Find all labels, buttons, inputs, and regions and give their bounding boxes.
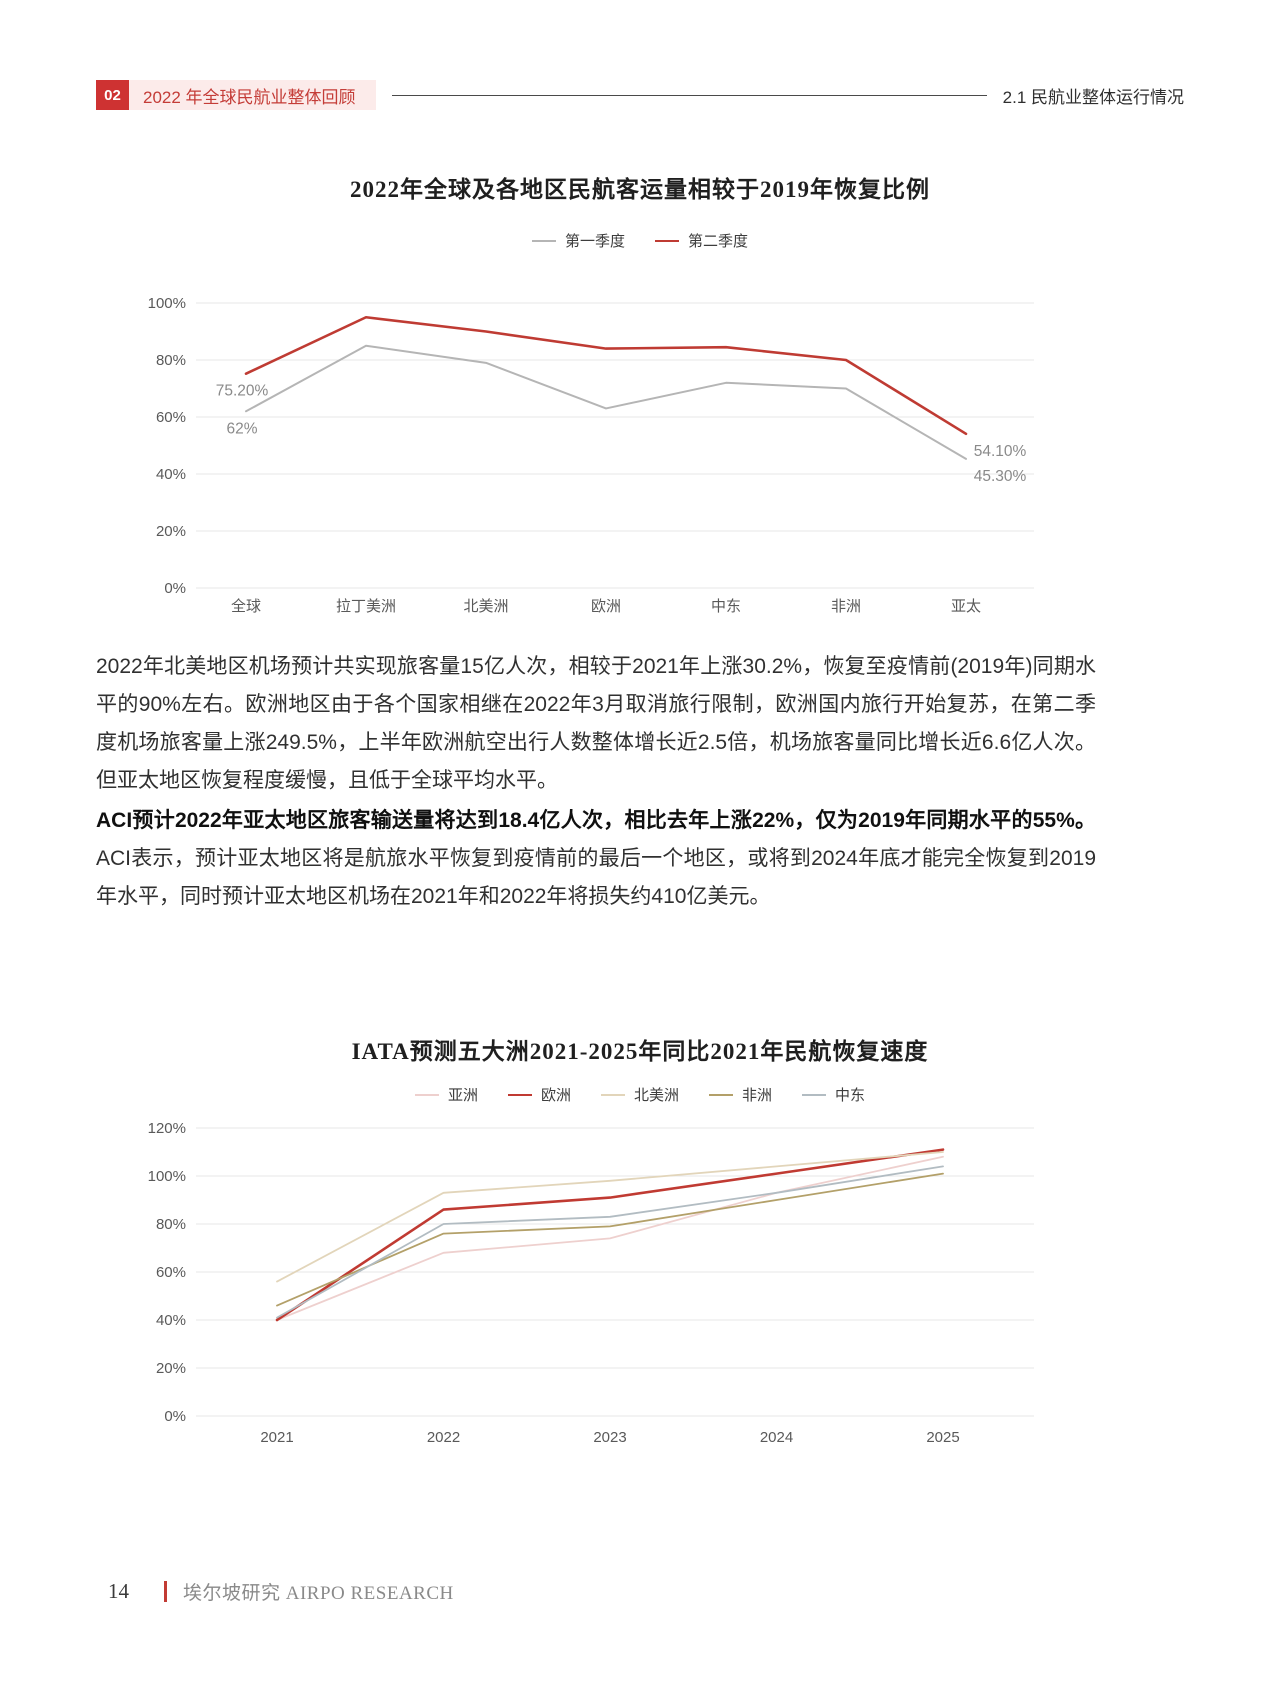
paragraph-1: 2022年北美地区机场预计共实现旅客量15亿人次，相较于2021年上涨30.2%… bbox=[96, 655, 1096, 792]
x-tick-label: 非洲 bbox=[831, 598, 861, 615]
y-tick-label: 100% bbox=[148, 295, 186, 312]
x-tick-label: 拉丁美洲 bbox=[336, 598, 396, 615]
x-tick-label: 全球 bbox=[231, 597, 261, 615]
legend-item-第二季度: 第二季度 bbox=[655, 230, 748, 251]
legend-item-北美洲: 北美洲 bbox=[600, 1084, 679, 1105]
legend-item-非洲: 非洲 bbox=[709, 1084, 772, 1105]
header-divider bbox=[391, 94, 987, 96]
chart2-legend: 亚洲 欧洲 北美洲 非洲 中东 bbox=[0, 1084, 1280, 1105]
legend-line-swatch bbox=[507, 1093, 532, 1096]
legend-item-第一季度: 第一季度 bbox=[531, 230, 625, 251]
section-title: 2.1 民航业整体运行情况 bbox=[1002, 87, 1184, 107]
y-tick-label: 0% bbox=[164, 580, 186, 597]
paragraph-2-bold: ACI预计2022年亚太地区旅客输送量将达到18.4亿人次，相比去年上涨22%，… bbox=[96, 809, 1096, 832]
data-point-label: 45.30% bbox=[974, 468, 1027, 485]
y-tick-label: 20% bbox=[156, 1360, 186, 1377]
brand-name: 埃尔坡研究 AIRPO RESEARCH bbox=[183, 1583, 454, 1604]
legend-item-欧洲: 欧洲 bbox=[507, 1084, 571, 1105]
y-tick-label: 60% bbox=[156, 1264, 186, 1281]
y-tick-label: 40% bbox=[156, 466, 186, 483]
data-point-label: 75.20% bbox=[216, 383, 269, 400]
legend-item-亚洲: 亚洲 bbox=[414, 1084, 478, 1105]
series-line-第一季度 bbox=[245, 344, 967, 460]
legend-label: 亚洲 bbox=[447, 1088, 478, 1104]
chapter-title: 2022 年全球民航业整体回顾 bbox=[129, 80, 376, 110]
data-point-label: 54.10% bbox=[974, 443, 1027, 460]
x-tick-label: 2023 bbox=[593, 1429, 626, 1446]
legend-label: 第二季度 bbox=[688, 234, 749, 250]
x-tick-label: 北美洲 bbox=[463, 598, 508, 615]
series-line-北美洲 bbox=[276, 1151, 944, 1283]
data-point-label: 62% bbox=[226, 420, 257, 437]
x-tick-label: 2022 bbox=[427, 1429, 460, 1446]
paragraph-2-rest: ACI表示，预计亚太地区将是航旅水平恢复到疫情前的最后一个地区，或将到2024年… bbox=[96, 847, 1096, 908]
legend-label: 非洲 bbox=[742, 1088, 773, 1104]
legend-line-swatch bbox=[600, 1093, 625, 1096]
legend-line-swatch bbox=[802, 1093, 827, 1096]
series-line-亚洲 bbox=[276, 1155, 944, 1321]
page-footer: 14 埃尔坡研究 AIRPO RESEARCH bbox=[108, 1578, 454, 1605]
legend-label: 第一季度 bbox=[564, 234, 625, 250]
legend-label: 北美洲 bbox=[633, 1088, 679, 1104]
x-tick-label: 亚太 bbox=[951, 598, 981, 615]
legend-line-swatch bbox=[709, 1093, 733, 1096]
x-tick-label: 2021 bbox=[260, 1429, 293, 1446]
x-tick-label: 中东 bbox=[711, 598, 741, 615]
x-tick-label: 2024 bbox=[760, 1429, 793, 1446]
page-header: 02 2022 年全球民航业整体回顾 2.1 民航业整体运行情况 bbox=[96, 80, 1184, 110]
y-tick-label: 80% bbox=[156, 352, 186, 369]
series-line-中东 bbox=[276, 1165, 944, 1319]
x-tick-label: 欧洲 bbox=[591, 598, 621, 615]
legend-label: 欧洲 bbox=[540, 1088, 571, 1104]
chapter-number-badge: 02 bbox=[96, 80, 129, 110]
chart2-plot: 0% 20% 40% 60% 80% 100% 120% 2021 2022 2023 2024 20… bbox=[148, 1120, 1034, 1446]
series-line-非洲 bbox=[276, 1172, 944, 1307]
y-tick-label: 100% bbox=[148, 1168, 186, 1185]
page-number: 14 bbox=[108, 1579, 129, 1603]
chart2-title: IATA预测五大洲2021-2025年同比2021年民航恢复速度 bbox=[351, 1039, 929, 1064]
footer-accent-bar bbox=[164, 1581, 167, 1602]
y-tick-label: 40% bbox=[156, 1312, 186, 1329]
y-tick-label: 80% bbox=[156, 1216, 186, 1233]
paragraph-2: ACI预计2022年亚太地区旅客输送量将达到18.4亿人次，相比去年上涨22%，… bbox=[96, 802, 1096, 916]
chart1-legend: 第一季度 第二季度 bbox=[0, 230, 1280, 251]
legend-line-swatch bbox=[531, 239, 556, 242]
series-line-欧洲 bbox=[275, 1148, 945, 1322]
chart1-title: 2022年全球及各地区民航客运量相较于2019年恢复比例 bbox=[350, 177, 930, 202]
y-tick-label: 0% bbox=[164, 1408, 186, 1425]
legend-line-swatch bbox=[655, 239, 679, 242]
chart1-plot: 0% 20% 40% 60% 80% 100% 全球 拉丁美洲 北美洲 欧洲 中东 非洲 亚太 62% 45… bbox=[148, 295, 1034, 615]
x-tick-label: 2025 bbox=[926, 1429, 959, 1446]
legend-label: 中东 bbox=[835, 1088, 866, 1104]
legend-line-swatch bbox=[414, 1093, 439, 1096]
y-tick-label: 60% bbox=[156, 409, 186, 426]
series-line-第二季度 bbox=[244, 315, 968, 436]
y-tick-label: 120% bbox=[148, 1120, 186, 1137]
legend-item-中东: 中东 bbox=[802, 1084, 865, 1105]
y-tick-label: 20% bbox=[156, 523, 186, 540]
